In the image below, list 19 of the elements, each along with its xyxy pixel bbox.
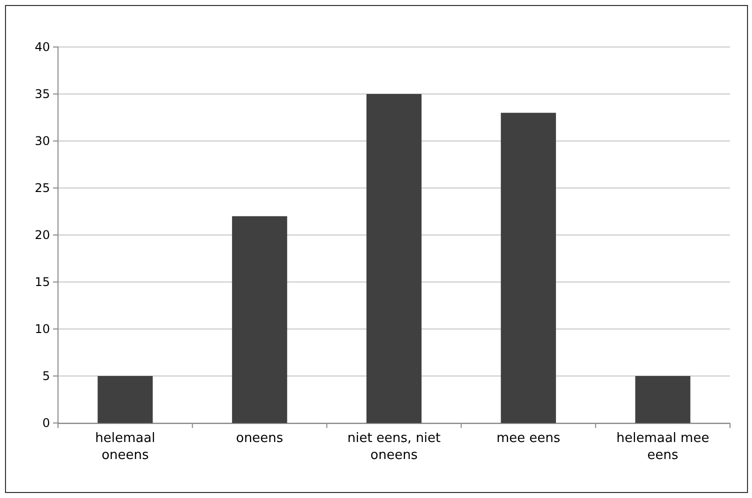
bar [366,94,422,423]
y-tick-label: 25 [34,180,50,195]
y-tick-label: 0 [42,416,50,430]
y-tick-label: 35 [34,86,50,101]
bar [232,216,288,423]
bar [98,376,153,423]
y-tick-label: 15 [34,274,50,289]
x-tick-label: helemaal mee eens [616,431,710,463]
y-tick-label: 40 [34,40,50,54]
bar [500,112,556,423]
x-tick-label: oneens [236,431,284,446]
x-tick-label: niet eens, niet oneens [347,431,441,463]
y-tick-label: 20 [34,228,50,242]
y-tick-label: 10 [34,322,50,336]
bar [635,376,690,423]
x-tick-label: helemaal oneens [95,431,156,463]
x-tick-label: mee eens [496,431,561,446]
y-tick-label: 30 [34,134,50,148]
y-tick-label: 5 [42,368,50,383]
